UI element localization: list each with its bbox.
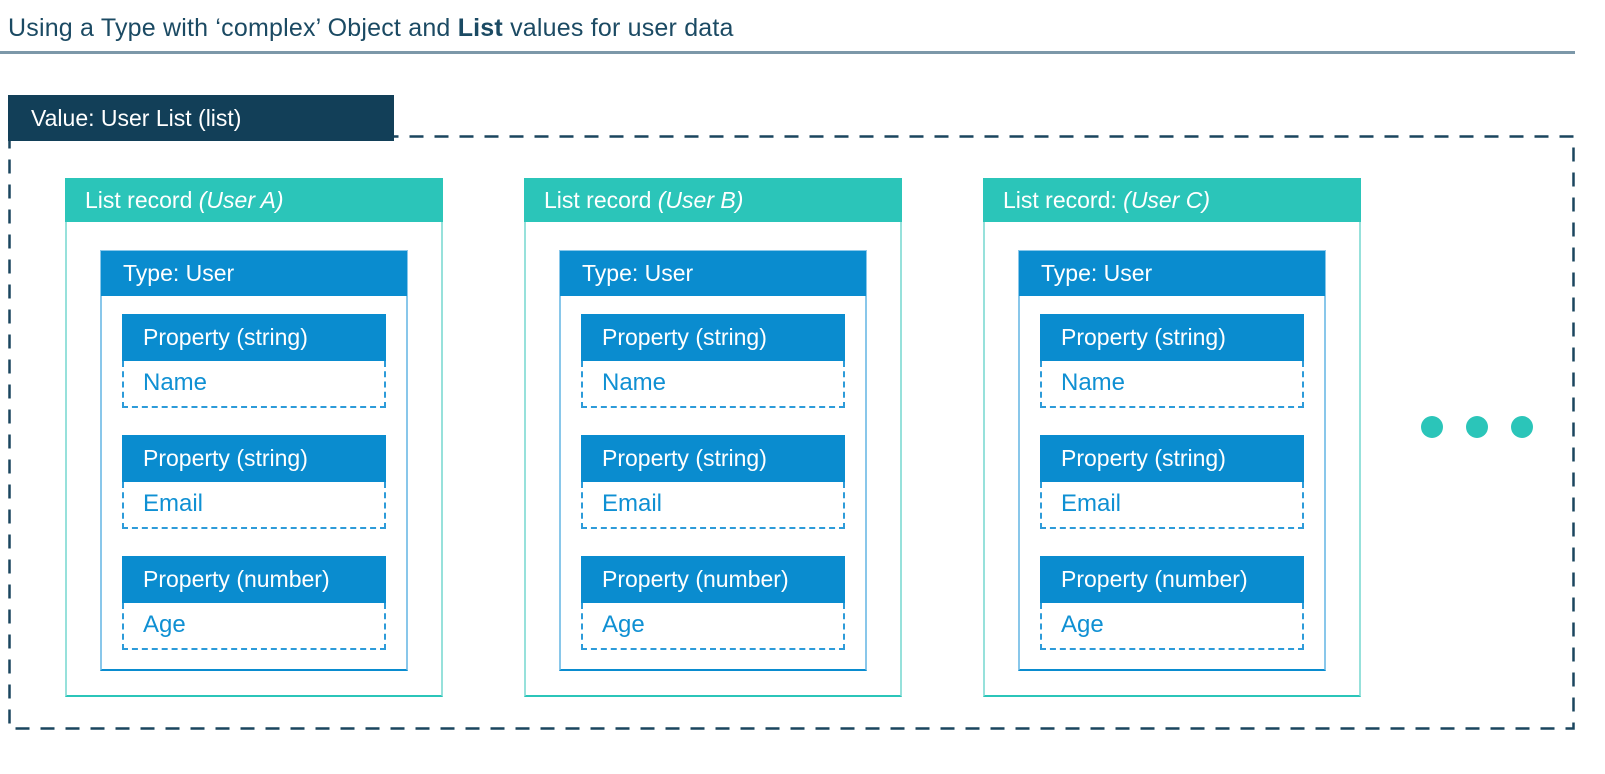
property-value: Age (1040, 603, 1304, 650)
list-record-card-user-a: List record (User A) Type: User Property… (65, 178, 443, 697)
list-record-user-name: (User C) (1123, 187, 1211, 213)
page-title-bold-word: List (457, 14, 503, 42)
list-record-body: Type: User Property (string) Name Proper… (524, 222, 902, 697)
property-header: Property (number) (122, 556, 386, 603)
list-record-label: List record: (1003, 187, 1117, 213)
type-container: Type: User Property (string) Name Proper… (100, 250, 408, 671)
property-header: Property (string) (1040, 435, 1304, 482)
list-record-body: Type: User Property (string) Name Proper… (65, 222, 443, 697)
list-record-user-name: (User B) (657, 187, 744, 213)
list-record-label: List record (85, 187, 193, 213)
property-header: Property (string) (122, 314, 386, 361)
property-header: Property (number) (581, 556, 845, 603)
ellipsis-dot (1466, 416, 1488, 438)
type-header: Type: User (1019, 251, 1325, 296)
property-group-email: Property (string) Email (581, 435, 845, 529)
type-container: Type: User Property (string) Name Proper… (1018, 250, 1326, 671)
page-title-suffix: values for user data (502, 14, 734, 42)
property-header: Property (string) (1040, 314, 1304, 361)
property-group-age: Property (number) Age (581, 556, 845, 650)
title-underline (0, 51, 1575, 54)
list-record-header: List record: (User C) (983, 178, 1361, 222)
property-value: Name (581, 361, 845, 408)
type-header: Type: User (101, 251, 407, 296)
type-header: Type: User (560, 251, 866, 296)
property-header: Property (string) (581, 314, 845, 361)
property-value: Email (1040, 482, 1304, 529)
property-group-email: Property (string) Email (1040, 435, 1304, 529)
page-title: Using a Type with ‘complex’ Object and L… (8, 14, 734, 43)
more-records-ellipsis (1421, 416, 1533, 438)
list-record-body: Type: User Property (string) Name Proper… (983, 222, 1361, 697)
property-header: Property (string) (122, 435, 386, 482)
property-value: Name (1040, 361, 1304, 408)
type-container: Type: User Property (string) Name Proper… (559, 250, 867, 671)
list-record-label: List record (544, 187, 652, 213)
ellipsis-dot (1421, 416, 1443, 438)
list-record-card-user-c: List record: (User C) Type: User Propert… (983, 178, 1361, 697)
property-value: Age (122, 603, 386, 650)
property-group-email: Property (string) Email (122, 435, 386, 529)
property-header: Property (string) (581, 435, 845, 482)
ellipsis-dot (1511, 416, 1533, 438)
list-record-user-name: (User A) (198, 187, 284, 213)
list-record-card-user-b: List record (User B) Type: User Property… (524, 178, 902, 697)
property-group-name: Property (string) Name (581, 314, 845, 408)
property-header: Property (number) (1040, 556, 1304, 603)
page-title-prefix: Using a Type with ‘complex’ Object and (8, 14, 458, 42)
property-group-age: Property (number) Age (1040, 556, 1304, 650)
user-list-dashed-boundary (8, 135, 1575, 730)
value-list-label: Value: User List (list) (8, 95, 394, 141)
property-value: Age (581, 603, 845, 650)
list-record-header: List record (User A) (65, 178, 443, 222)
property-value: Name (122, 361, 386, 408)
property-group-age: Property (number) Age (122, 556, 386, 650)
property-group-name: Property (string) Name (1040, 314, 1304, 408)
property-value: Email (122, 482, 386, 529)
property-value: Email (581, 482, 845, 529)
list-record-header: List record (User B) (524, 178, 902, 222)
property-group-name: Property (string) Name (122, 314, 386, 408)
